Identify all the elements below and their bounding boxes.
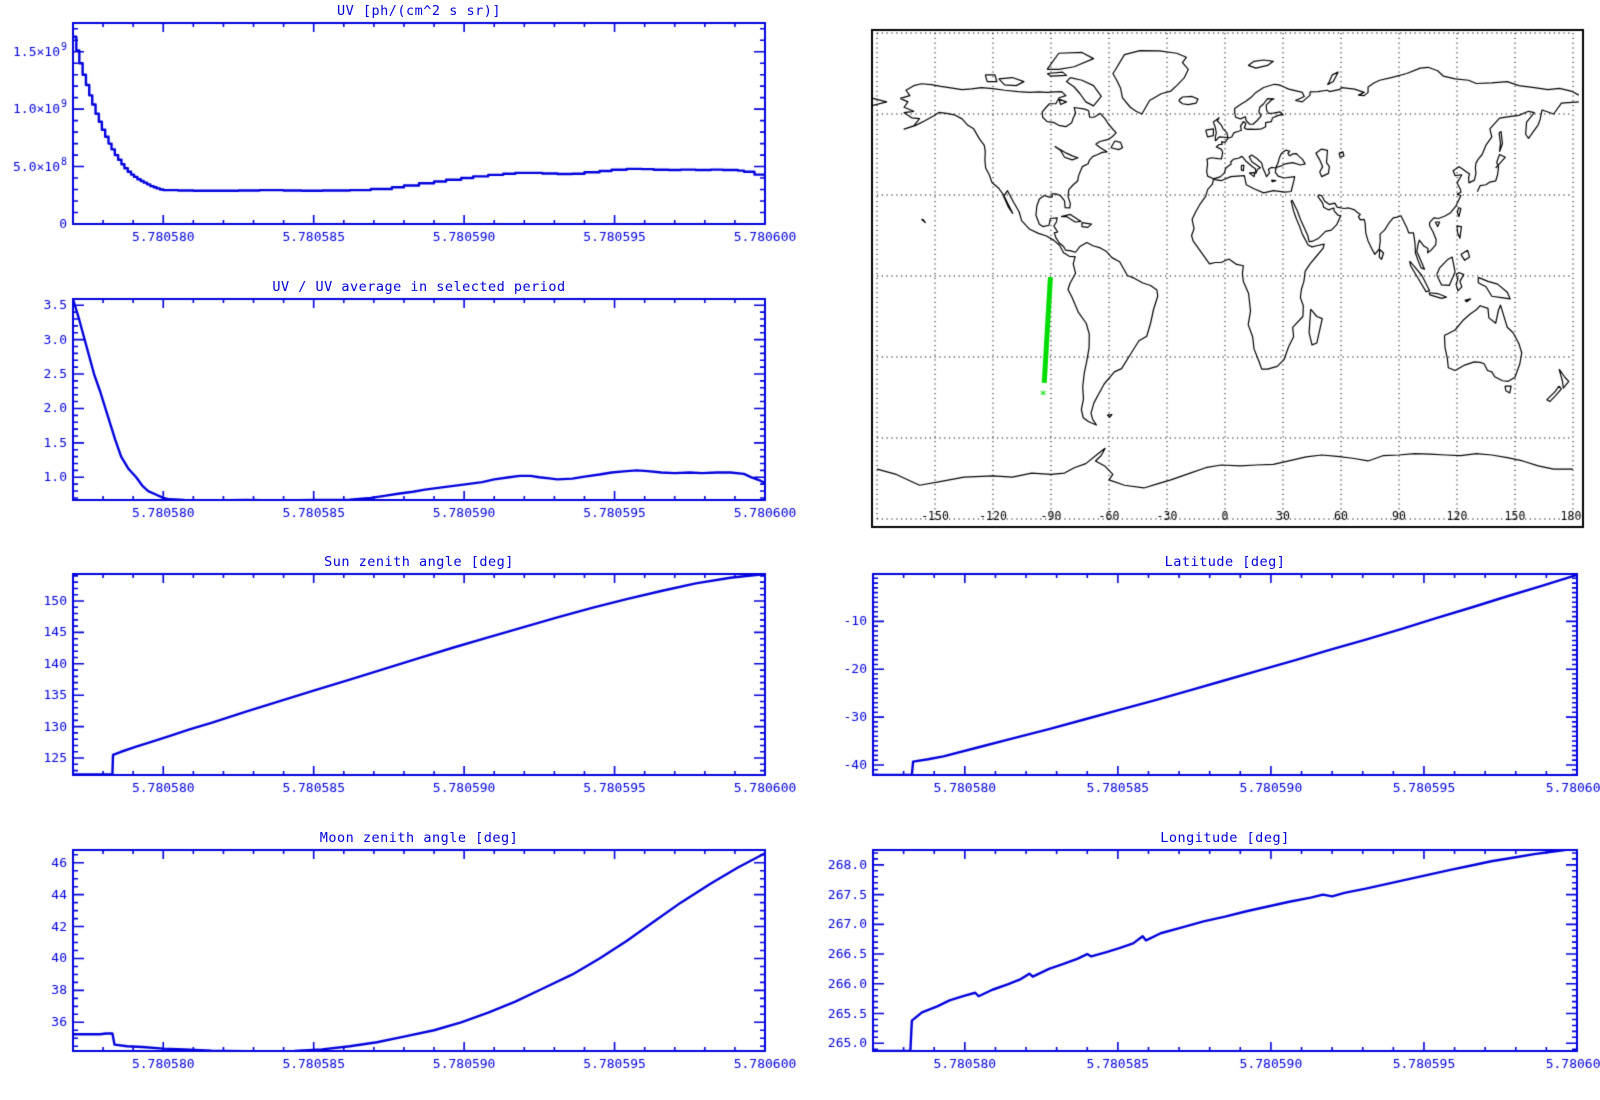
chart-title: UV [ph/(cm^2 s sr)] [337,3,501,19]
chart-title: Latitude [deg] [1164,554,1286,570]
chart-title: Longitude [deg] [1160,830,1290,846]
uv-chart-panel: UV [ph/(cm^2 s sr)] [0,0,800,274]
sun-zenith-chart-canvas [0,551,800,825]
world-map-canvas [800,0,1600,550]
moon-zenith-chart-panel: Moon zenith angle [deg] [0,827,800,1100]
latitude-chart-panel: Latitude [deg] [800,551,1600,825]
chart-title: Sun zenith angle [deg] [324,554,514,570]
longitude-chart-canvas [800,827,1600,1100]
chart-title: Moon zenith angle [deg] [319,830,519,846]
uv-chart-canvas [0,0,800,274]
longitude-chart-panel: Longitude [deg] [800,827,1600,1100]
uv-ratio-chart-canvas [0,276,800,550]
sun-zenith-chart-panel: Sun zenith angle [deg] [0,551,800,825]
uv-ratio-chart-panel: UV / UV average in selected period [0,276,800,550]
chart-title: UV / UV average in selected period [272,279,566,295]
moon-zenith-chart-canvas [0,827,800,1100]
world-map-panel [800,0,1600,550]
latitude-chart-canvas [800,551,1600,825]
